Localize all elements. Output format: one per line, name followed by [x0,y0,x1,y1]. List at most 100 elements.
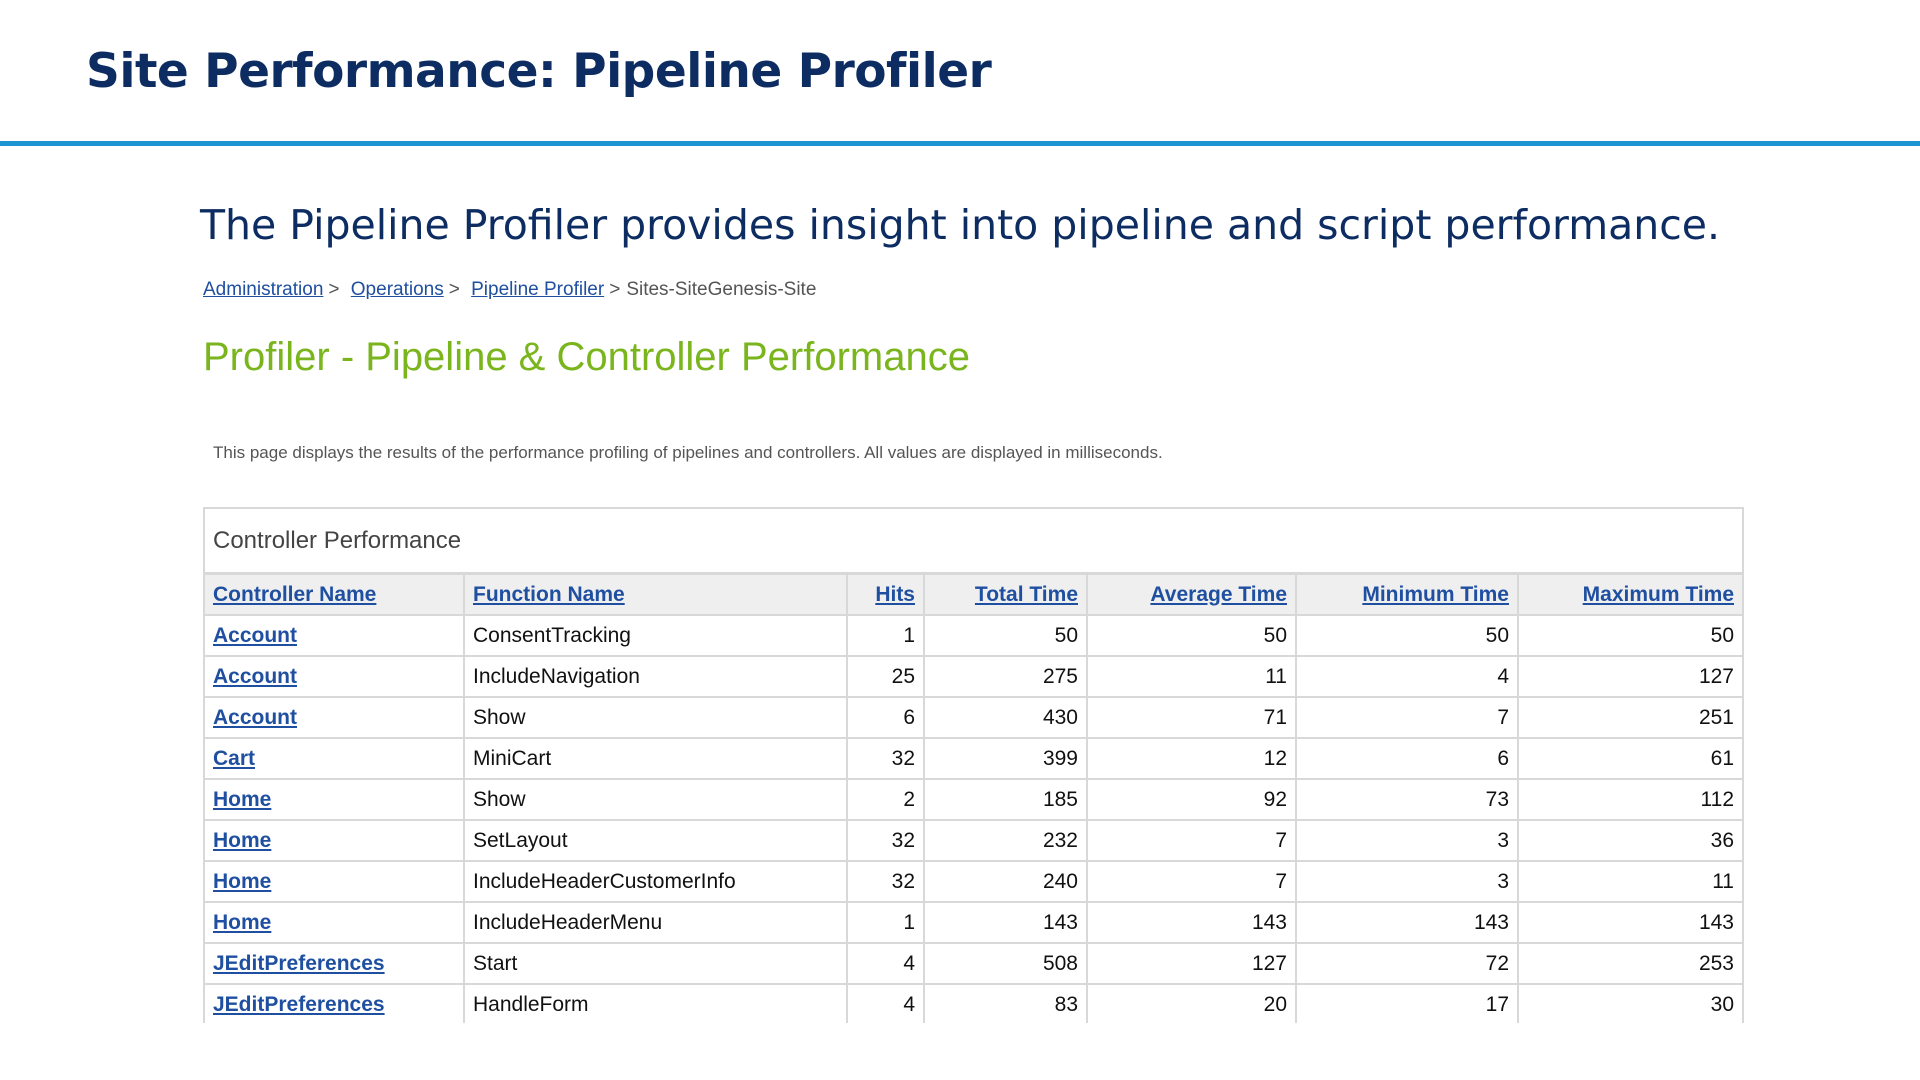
maximum-time-cell: 112 [1518,779,1742,821]
controller-link[interactable]: Home [213,787,272,811]
profiler-screenshot: Administration > Operations > Pipeline Pro… [203,272,1748,1023]
hits-cell: 1 [847,902,925,944]
breadcrumb-link-administration[interactable]: Administration [203,279,324,300]
average-time-cell: 127 [1087,943,1297,985]
function-name-cell: ConsentTracking [464,615,848,657]
average-time-cell: 11 [1087,656,1297,698]
total-time-cell: 240 [924,861,1088,903]
total-time-cell: 83 [924,984,1088,1023]
controller-link[interactable]: Account [213,705,297,729]
maximum-time-cell: 30 [1518,984,1742,1023]
minimum-time-cell: 7 [1296,697,1519,739]
average-time-cell: 12 [1087,738,1297,780]
controller-link[interactable]: Account [213,623,297,647]
minimum-time-cell: 17 [1296,984,1519,1023]
sort-maximum-time[interactable]: Maximum Time [1582,582,1734,606]
minimum-time-cell: 4 [1296,656,1519,698]
maximum-time-cell: 36 [1518,820,1742,862]
average-time-cell: 92 [1087,779,1297,821]
table-row: Cart MiniCart 32 399 12 6 61 [205,738,1742,780]
total-time-cell: 50 [924,615,1088,657]
hits-cell: 25 [847,656,925,698]
function-name-cell: IncludeHeaderCustomerInfo [464,861,848,903]
average-time-cell: 7 [1087,820,1297,862]
average-time-cell: 143 [1087,902,1297,944]
sort-function-name[interactable]: Function Name [473,582,625,606]
controller-link[interactable]: JEditPreferences [213,992,385,1016]
panel-caption: Controller Performance [205,509,1742,575]
hits-cell: 1 [847,615,925,657]
table-row: JEditPreferences Start 4 508 127 72 253 [205,943,1742,985]
sort-average-time[interactable]: Average Time [1150,582,1287,606]
table-row: Home IncludeHeaderCustomerInfo 32 240 7 … [205,861,1742,903]
table-row: Account IncludeNavigation 25 275 11 4 12… [205,656,1742,698]
minimum-time-cell: 73 [1296,779,1519,821]
function-name-cell: Show [464,697,848,739]
minimum-time-cell: 50 [1296,615,1519,657]
hits-cell: 32 [847,861,925,903]
maximum-time-cell: 253 [1518,943,1742,985]
controller-link[interactable]: Cart [213,746,256,770]
breadcrumb-link-pipeline-profiler[interactable]: Pipeline Profiler [471,279,605,300]
hits-cell: 32 [847,820,925,862]
total-time-cell: 399 [924,738,1088,780]
function-name-cell: IncludeHeaderMenu [464,902,848,944]
breadcrumb-separator: > [328,279,340,300]
controller-link[interactable]: JEditPreferences [213,951,385,975]
minimum-time-cell: 6 [1296,738,1519,780]
controller-link[interactable]: Account [213,664,297,688]
controller-link[interactable]: Home [213,910,272,934]
table-row: Account Show 6 430 71 7 251 [205,697,1742,739]
function-name-cell: HandleForm [464,984,848,1023]
maximum-time-cell: 50 [1518,615,1742,657]
slide-title: Site Performance: Pipeline Profiler [86,44,992,99]
hits-cell: 6 [847,697,925,739]
page-description: This page displays the results of the pe… [213,443,1163,462]
hits-cell: 2 [847,779,925,821]
function-name-cell: Start [464,943,848,985]
controller-performance-table: Controller Name Function Name Hits Total… [205,575,1742,1023]
table-row: Home Show 2 185 92 73 112 [205,779,1742,821]
total-time-cell: 275 [924,656,1088,698]
maximum-time-cell: 61 [1518,738,1742,780]
table-header-row: Controller Name Function Name Hits Total… [205,575,1742,616]
controller-link[interactable]: Home [213,828,272,852]
total-time-cell: 430 [924,697,1088,739]
hits-cell: 4 [847,984,925,1023]
table-row: Home SetLayout 32 232 7 3 36 [205,820,1742,862]
average-time-cell: 20 [1087,984,1297,1023]
controller-performance-panel: Controller Performance Controller Name F… [203,507,1744,1023]
breadcrumb-separator: > [448,279,460,300]
average-time-cell: 7 [1087,861,1297,903]
function-name-cell: SetLayout [464,820,848,862]
sort-total-time[interactable]: Total Time [974,582,1078,606]
average-time-cell: 50 [1087,615,1297,657]
breadcrumb: Administration > Operations > Pipeline Pro… [203,278,816,302]
total-time-cell: 508 [924,943,1088,985]
breadcrumb-separator: > [609,279,621,300]
sort-controller-name[interactable]: Controller Name [213,582,377,606]
maximum-time-cell: 127 [1518,656,1742,698]
hits-cell: 32 [847,738,925,780]
controller-link[interactable]: Home [213,869,272,893]
average-time-cell: 71 [1087,697,1297,739]
sort-minimum-time[interactable]: Minimum Time [1362,582,1509,606]
title-divider [0,141,1920,146]
maximum-time-cell: 143 [1518,902,1742,944]
breadcrumb-link-operations[interactable]: Operations [350,279,444,300]
table-row: JEditPreferences HandleForm 4 83 20 17 3… [205,984,1742,1023]
minimum-time-cell: 3 [1296,820,1519,862]
hits-cell: 4 [847,943,925,985]
table-row: Home IncludeHeaderMenu 1 143 143 143 143 [205,902,1742,944]
sort-hits[interactable]: Hits [875,582,915,606]
total-time-cell: 185 [924,779,1088,821]
minimum-time-cell: 72 [1296,943,1519,985]
total-time-cell: 232 [924,820,1088,862]
function-name-cell: Show [464,779,848,821]
slide-subtitle: The Pipeline Profiler provides insight i… [199,201,1721,249]
maximum-time-cell: 11 [1518,861,1742,903]
maximum-time-cell: 251 [1518,697,1742,739]
profiler-title: Profiler - Pipeline & Controller Perform… [203,335,970,379]
table-row: Account ConsentTracking 1 50 50 50 50 [205,615,1742,657]
